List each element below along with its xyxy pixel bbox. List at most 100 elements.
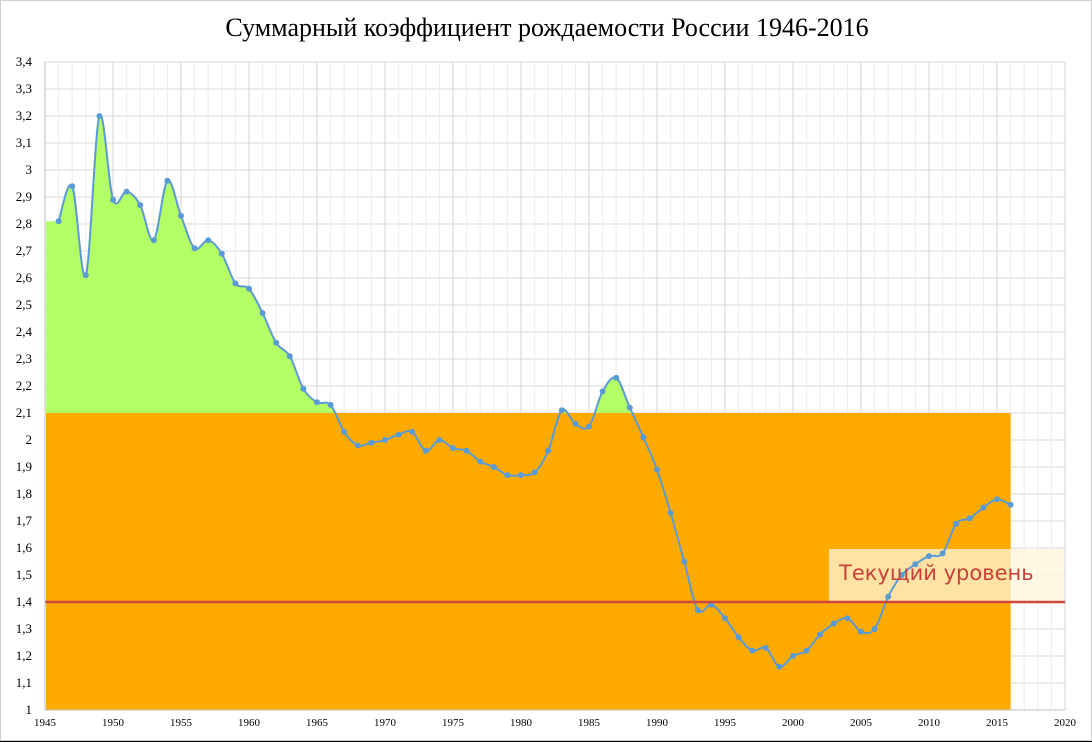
data-point-1996 xyxy=(735,634,742,641)
data-point-1953 xyxy=(150,237,157,244)
data-point-1983 xyxy=(558,407,565,414)
y-tick-label: 2,6 xyxy=(16,270,33,285)
data-point-1967 xyxy=(341,428,348,435)
x-tick-label: 1950 xyxy=(102,717,125,729)
data-point-2013 xyxy=(966,515,973,522)
data-point-1968 xyxy=(354,442,361,449)
y-tick-label: 1,5 xyxy=(16,567,32,582)
data-point-2011 xyxy=(939,550,946,557)
data-point-1971 xyxy=(395,431,402,438)
current-level-label: Текущий уровень xyxy=(839,561,1034,585)
y-tick-label: 2,8 xyxy=(16,216,32,231)
y-tick-label: 2,3 xyxy=(16,351,32,366)
data-point-1989 xyxy=(640,434,647,441)
data-point-1977 xyxy=(477,458,484,465)
data-point-1991 xyxy=(667,509,674,516)
data-point-1949 xyxy=(96,113,103,119)
data-point-1963 xyxy=(286,353,293,360)
data-point-1959 xyxy=(232,280,239,287)
data-point-1984 xyxy=(572,420,579,427)
data-point-2009 xyxy=(912,561,919,568)
data-point-1948 xyxy=(82,272,89,279)
y-tick-label: 3,2 xyxy=(16,108,32,123)
data-point-1999 xyxy=(776,663,783,670)
y-tick-label: 3,4 xyxy=(16,54,33,69)
data-point-1976 xyxy=(463,447,470,454)
x-tick-label: 2000 xyxy=(782,717,805,729)
data-point-2014 xyxy=(980,504,987,511)
x-tick-label: 1970 xyxy=(374,717,397,729)
x-tick-label: 1985 xyxy=(578,717,601,729)
x-tick-label: 1975 xyxy=(442,717,465,729)
data-point-1982 xyxy=(545,447,552,454)
data-point-1970 xyxy=(382,437,388,443)
chart-title: Суммарный коэффициент рождаемости России… xyxy=(225,13,869,42)
data-point-1975 xyxy=(450,445,456,452)
data-point-1986 xyxy=(599,388,606,395)
y-tick-label: 2,5 xyxy=(16,297,32,312)
data-point-1958 xyxy=(218,250,225,257)
y-tick-label: 3,1 xyxy=(16,135,32,150)
data-point-1962 xyxy=(273,339,280,346)
data-point-1952 xyxy=(137,202,144,209)
x-tick-label: 2015 xyxy=(986,717,1009,729)
data-point-1972 xyxy=(409,428,416,435)
x-tick-label: 2020 xyxy=(1054,717,1077,729)
y-tick-label: 2,7 xyxy=(16,243,33,258)
data-point-1985 xyxy=(586,423,592,430)
y-tick-label: 2 xyxy=(26,432,33,447)
data-point-1995 xyxy=(722,615,728,622)
data-point-1987 xyxy=(613,374,620,381)
data-point-1990 xyxy=(654,466,660,473)
data-point-1951 xyxy=(123,188,130,195)
data-point-2007 xyxy=(885,593,892,600)
data-point-1955 xyxy=(178,212,184,219)
data-point-1950 xyxy=(110,196,116,203)
y-tick-label: 1,6 xyxy=(16,540,33,555)
data-point-2004 xyxy=(844,615,851,622)
data-point-1978 xyxy=(490,464,497,470)
data-point-1947 xyxy=(69,183,76,190)
y-tick-label: 1,1 xyxy=(16,675,32,690)
y-tick-label: 1,8 xyxy=(16,486,32,501)
data-point-1974 xyxy=(436,437,443,443)
y-tick-label: 3,3 xyxy=(16,81,32,96)
above-replacement-area xyxy=(46,114,1011,413)
x-tick-label: 1995 xyxy=(714,717,737,729)
data-point-1998 xyxy=(762,644,769,651)
data-point-1979 xyxy=(504,472,511,479)
y-tick-label: 1,4 xyxy=(16,594,33,609)
data-point-1961 xyxy=(259,310,266,317)
data-point-1954 xyxy=(164,177,171,184)
data-point-1969 xyxy=(368,439,375,446)
y-tick-label: 1,2 xyxy=(16,648,32,663)
data-point-2010 xyxy=(926,553,932,560)
data-point-2015 xyxy=(994,496,1000,503)
data-point-1973 xyxy=(422,447,429,454)
data-point-2005 xyxy=(858,628,864,635)
data-point-2006 xyxy=(871,626,878,632)
x-tick-label: 1960 xyxy=(238,717,261,729)
data-point-2001 xyxy=(803,647,810,654)
y-tick-label: 2,4 xyxy=(16,324,33,339)
y-tick-label: 3 xyxy=(26,162,33,177)
current-level-label-box xyxy=(829,549,1064,602)
x-tick-label: 1945 xyxy=(34,717,57,729)
y-tick-label: 1,3 xyxy=(16,621,32,636)
data-point-2003 xyxy=(830,620,837,627)
x-tick-label: 1955 xyxy=(170,717,193,729)
y-tick-label: 1 xyxy=(26,702,33,717)
data-point-1957 xyxy=(205,237,212,244)
data-point-2012 xyxy=(953,520,960,527)
x-tick-label: 2010 xyxy=(918,717,941,729)
y-tick-label: 2,9 xyxy=(16,189,32,204)
data-point-1964 xyxy=(300,385,307,392)
data-point-1980 xyxy=(518,472,524,479)
data-point-1956 xyxy=(191,245,198,252)
data-point-1965 xyxy=(314,399,320,406)
data-point-1960 xyxy=(246,285,252,292)
data-point-1981 xyxy=(531,469,538,476)
y-tick-label: 2,1 xyxy=(16,405,32,420)
